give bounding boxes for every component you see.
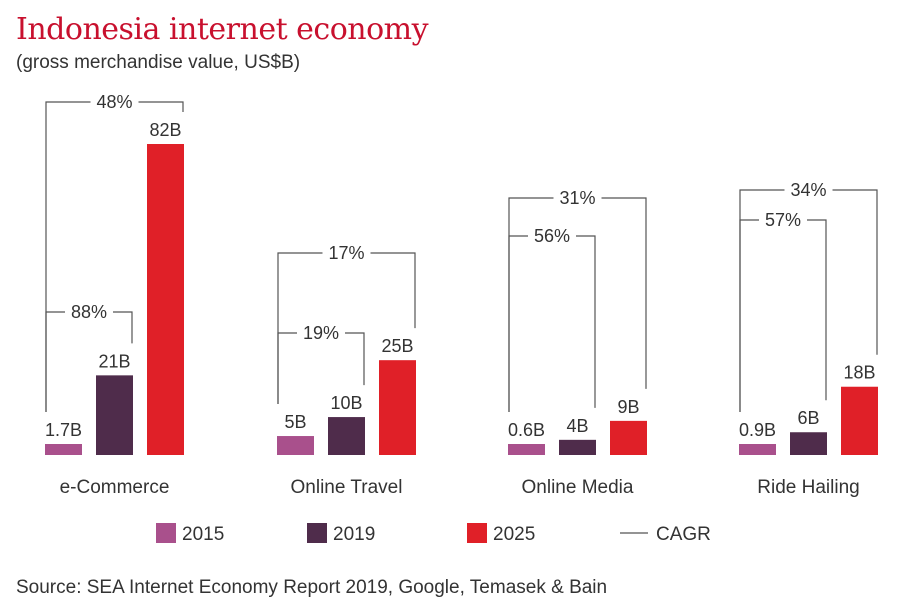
cagr-inner-online-media-line	[508, 235, 596, 412]
cagr-outer-e-commerce-line	[45, 101, 184, 412]
bar-ride-hailing-2025	[841, 386, 878, 455]
bar-online-travel-2019	[328, 417, 365, 455]
legend-label-cagr: CAGR	[656, 524, 711, 545]
bar-online-media-2015	[508, 444, 545, 455]
data-label-ride-hailing-2019: 6B	[797, 408, 819, 428]
cagr-outer-ride-hailing-label: 34%	[790, 180, 826, 200]
cagr-outer-online-media-label: 31%	[559, 188, 595, 208]
data-label-e-commerce-2019: 21B	[98, 351, 130, 371]
source-note: Source: SEA Internet Economy Report 2019…	[16, 577, 608, 598]
data-label-ride-hailing-2025: 18B	[843, 363, 875, 383]
bar-ride-hailing-2015	[739, 444, 776, 455]
category-label-online-travel: Online Travel	[291, 477, 403, 498]
bar-e-commerce-2015	[45, 444, 82, 455]
legend-label-2015: 2015	[182, 524, 224, 545]
data-label-e-commerce-2025: 82B	[149, 120, 181, 140]
bar-chart: 1.7B 21B 82B e-Commerce 5B 10B 25B Online Trave…	[45, 92, 878, 545]
legend-swatch-2015	[156, 523, 176, 543]
cagr-inner-online-travel-label: 19%	[303, 323, 339, 343]
cagr-outer-online-media-line	[508, 197, 647, 412]
category-label-ride-hailing: Ride Hailing	[757, 477, 859, 498]
bar-online-media-2025	[610, 420, 647, 455]
cagr-outer-e-commerce-label: 48%	[96, 92, 132, 112]
cagr-inner-e-commerce-label: 88%	[71, 302, 107, 322]
cagr-inner-e-commerce-line	[45, 311, 133, 412]
data-label-online-travel-2015: 5B	[284, 412, 306, 432]
data-label-e-commerce-2015: 1.7B	[45, 420, 82, 440]
category-label-e-commerce: e-Commerce	[60, 477, 170, 498]
bar-e-commerce-2025	[147, 144, 184, 455]
chart-subtitle: (gross merchandise value, US$B)	[16, 52, 301, 73]
legend-swatch-2019	[307, 523, 327, 543]
legend-swatch-2025	[467, 523, 487, 543]
bar-online-travel-2025	[379, 360, 416, 455]
bar-ride-hailing-2019	[790, 432, 827, 455]
cagr-outer-online-travel-label: 17%	[328, 243, 364, 263]
data-label-online-media-2025: 9B	[617, 397, 639, 417]
bar-online-travel-2015	[277, 436, 314, 455]
data-label-online-media-2019: 4B	[566, 416, 588, 436]
category-label-online-media: Online Media	[522, 477, 634, 498]
data-label-ride-hailing-2015: 0.9B	[739, 420, 776, 440]
legend-label-2025: 2025	[493, 524, 535, 545]
bar-online-media-2019	[559, 439, 596, 455]
data-label-online-travel-2025: 25B	[381, 336, 413, 356]
chart-title: Indonesia internet economy	[16, 12, 429, 47]
legend-label-2019: 2019	[333, 524, 375, 545]
cagr-inner-online-travel-line	[277, 332, 365, 405]
cagr-inner-online-media-label: 56%	[534, 226, 570, 246]
data-label-online-media-2015: 0.6B	[508, 420, 545, 440]
data-label-online-travel-2019: 10B	[330, 393, 362, 413]
cagr-inner-ride-hailing-line	[739, 219, 827, 412]
cagr-inner-ride-hailing-label: 57%	[765, 210, 801, 230]
bar-e-commerce-2019	[96, 375, 133, 455]
